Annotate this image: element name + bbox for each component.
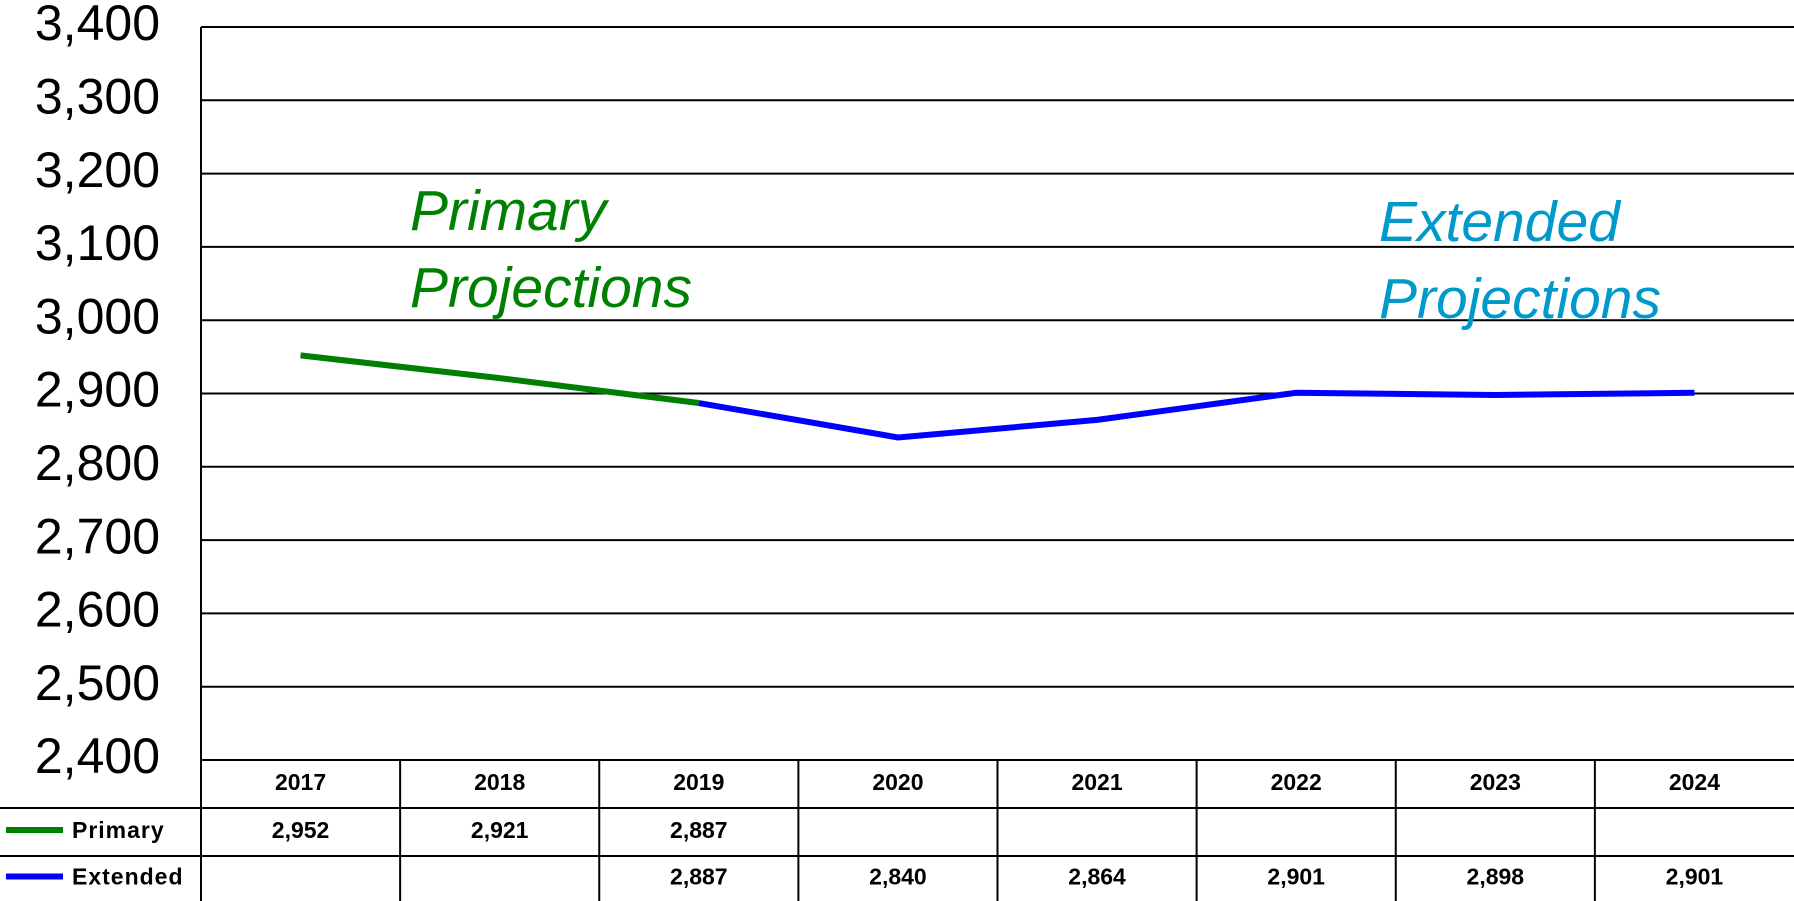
x-tick-label: 2019 [673,769,724,795]
x-tick-label: 2018 [474,769,525,795]
y-tick-label: 3,200 [35,142,160,198]
y-tick-label: 2,900 [35,362,160,418]
x-tick-label: 2022 [1271,769,1322,795]
y-tick-label: 3,100 [35,215,160,271]
y-tick-label: 3,000 [35,288,160,344]
table-value: 2,901 [1666,864,1724,890]
annotation: Projections [410,256,692,320]
table-value: 2,887 [670,864,728,890]
series-line [698,389,1695,441]
y-tick-label: 2,500 [35,655,160,711]
table-value: 2,898 [1467,864,1525,890]
y-tick-label: 3,300 [35,69,160,125]
x-tick-label: 2021 [1071,769,1122,795]
series-line [300,352,700,407]
annotation: Projections [1379,267,1661,331]
annotation: Primary [410,179,610,243]
y-tick-label: 2,600 [35,582,160,638]
legend-label: Primary [72,817,165,843]
y-tick-label: 3,400 [35,0,160,51]
y-tick-label: 2,400 [35,728,160,784]
x-tick-label: 2024 [1669,769,1720,795]
legend-label: Extended [72,864,184,890]
y-tick-label: 2,700 [35,508,160,564]
table-value: 2,840 [869,864,927,890]
table-value: 2,921 [471,817,529,843]
table-value: 2,864 [1068,864,1126,890]
annotation: Extended [1379,190,1622,254]
x-tick-label: 2023 [1470,769,1521,795]
x-tick-label: 2017 [275,769,326,795]
table-value: 2,901 [1267,864,1325,890]
x-tick-label: 2020 [872,769,923,795]
table-value: 2,887 [670,817,728,843]
table-value: 2,952 [272,817,330,843]
y-tick-label: 2,800 [35,435,160,491]
